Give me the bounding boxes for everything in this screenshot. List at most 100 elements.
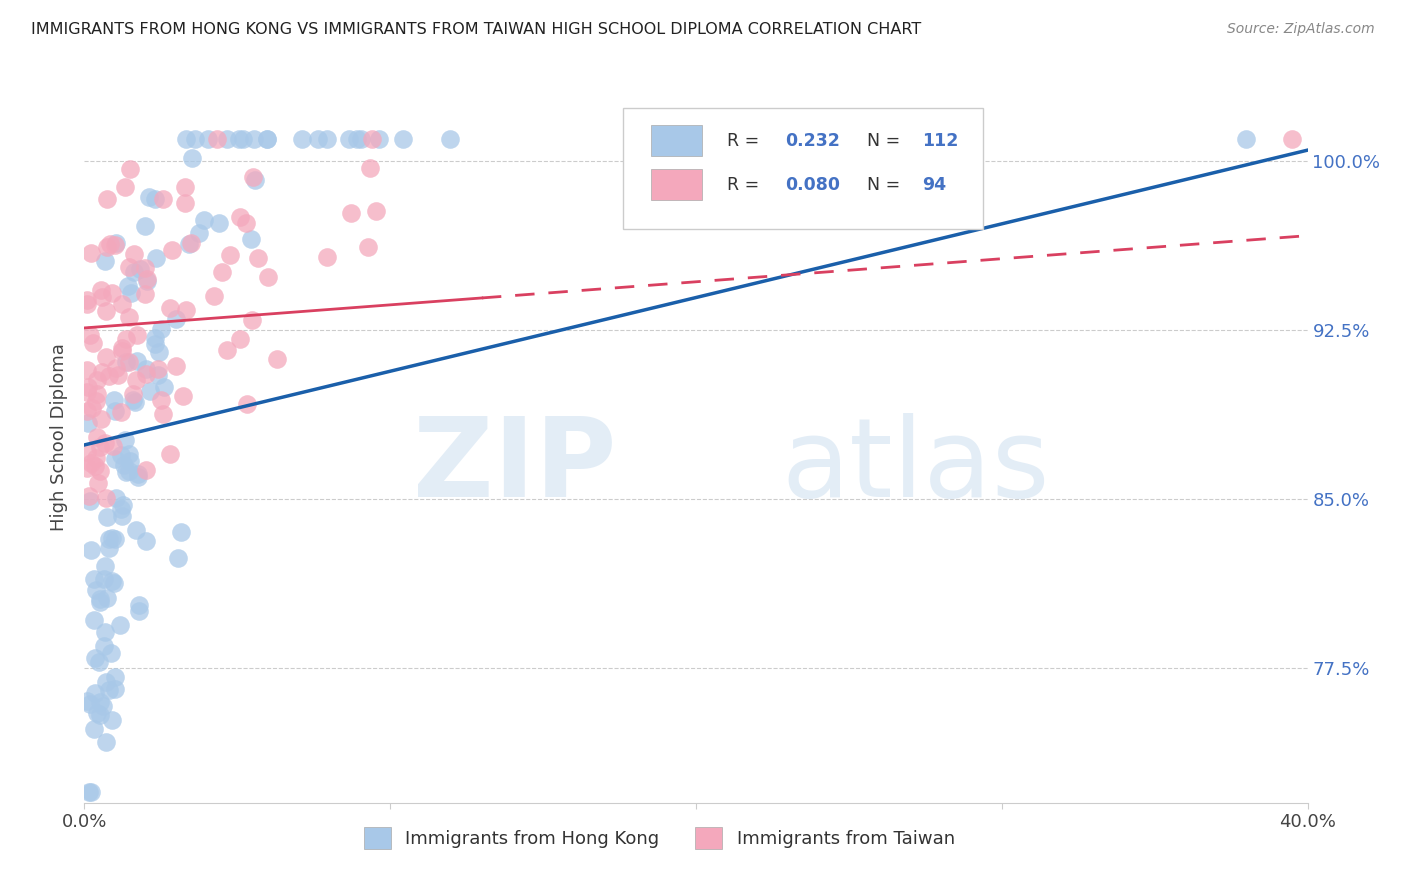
Point bbox=[110, 501, 132, 516]
Point bbox=[118, 447, 141, 461]
Point bbox=[110, 448, 132, 462]
Point bbox=[180, 236, 202, 251]
Point bbox=[215, 132, 238, 146]
Point bbox=[138, 190, 160, 204]
Point bbox=[159, 447, 181, 461]
Point bbox=[104, 681, 127, 696]
Point bbox=[364, 204, 387, 219]
Point bbox=[174, 132, 197, 146]
Point bbox=[84, 394, 107, 409]
FancyBboxPatch shape bbox=[651, 126, 702, 156]
Point bbox=[96, 304, 118, 318]
Point bbox=[135, 361, 157, 376]
Legend: Immigrants from Hong Kong, Immigrants from Taiwan: Immigrants from Hong Kong, Immigrants fr… bbox=[364, 827, 955, 848]
Point bbox=[89, 440, 111, 454]
Point bbox=[94, 436, 117, 450]
Point bbox=[94, 350, 117, 364]
Point bbox=[337, 132, 360, 146]
Point bbox=[104, 532, 127, 546]
Point bbox=[94, 735, 117, 749]
Point bbox=[103, 575, 125, 590]
Point bbox=[242, 170, 264, 185]
Point bbox=[97, 683, 120, 698]
Point bbox=[83, 572, 105, 586]
Point bbox=[111, 509, 134, 524]
Point bbox=[115, 332, 138, 346]
Point bbox=[98, 237, 121, 252]
Point bbox=[86, 386, 108, 401]
Point bbox=[367, 132, 389, 146]
Point bbox=[228, 211, 250, 225]
Point bbox=[127, 327, 149, 342]
Point bbox=[96, 240, 118, 254]
Point bbox=[94, 625, 117, 640]
Point bbox=[122, 387, 145, 401]
Point bbox=[340, 206, 363, 220]
Point bbox=[97, 368, 120, 383]
Point bbox=[134, 260, 156, 275]
Point bbox=[96, 510, 118, 524]
Text: 0.080: 0.080 bbox=[786, 176, 841, 194]
Point bbox=[111, 297, 134, 311]
Point bbox=[124, 395, 146, 409]
Point bbox=[1236, 132, 1258, 146]
Point bbox=[359, 161, 381, 175]
Point bbox=[215, 343, 238, 357]
Point bbox=[110, 618, 132, 632]
Point bbox=[76, 297, 98, 311]
Point bbox=[165, 312, 187, 326]
Point bbox=[134, 219, 156, 233]
Point bbox=[76, 404, 98, 418]
Point bbox=[219, 248, 242, 262]
Point bbox=[316, 250, 339, 264]
Point bbox=[122, 265, 145, 279]
Point bbox=[89, 595, 111, 609]
Point bbox=[79, 697, 101, 711]
Point bbox=[104, 452, 127, 467]
Point bbox=[122, 246, 145, 260]
Point bbox=[104, 491, 127, 505]
Point bbox=[79, 328, 101, 343]
Point bbox=[89, 694, 111, 708]
Point bbox=[152, 192, 174, 206]
Point bbox=[125, 523, 148, 537]
Point bbox=[208, 215, 231, 229]
Point bbox=[350, 132, 373, 146]
Point bbox=[96, 591, 118, 605]
Point bbox=[152, 380, 174, 394]
Text: atlas: atlas bbox=[782, 413, 1050, 520]
Point bbox=[257, 269, 280, 284]
Text: 0.232: 0.232 bbox=[786, 132, 841, 150]
Point bbox=[104, 404, 127, 418]
Point bbox=[232, 132, 254, 146]
Point bbox=[86, 706, 108, 720]
Point bbox=[104, 670, 127, 684]
Point bbox=[77, 784, 100, 798]
Point bbox=[139, 384, 162, 398]
Point bbox=[76, 379, 98, 393]
Point bbox=[101, 713, 124, 727]
Point bbox=[114, 434, 136, 448]
Point bbox=[80, 245, 103, 260]
Point bbox=[117, 278, 139, 293]
Point bbox=[439, 132, 461, 146]
Point bbox=[160, 243, 183, 257]
Point bbox=[120, 161, 142, 176]
Point bbox=[89, 464, 111, 478]
Point bbox=[229, 332, 252, 346]
Point bbox=[134, 287, 156, 301]
Point bbox=[122, 392, 145, 407]
Point bbox=[159, 301, 181, 315]
Point bbox=[165, 359, 187, 373]
Point bbox=[239, 231, 262, 245]
Point bbox=[96, 192, 118, 206]
Point bbox=[173, 195, 195, 210]
Point bbox=[82, 401, 104, 416]
Point bbox=[148, 345, 170, 359]
Point bbox=[111, 341, 134, 355]
Point bbox=[256, 132, 278, 146]
Point bbox=[246, 251, 269, 265]
Point bbox=[111, 498, 134, 512]
Text: R =: R = bbox=[727, 132, 765, 150]
Point bbox=[103, 393, 125, 408]
